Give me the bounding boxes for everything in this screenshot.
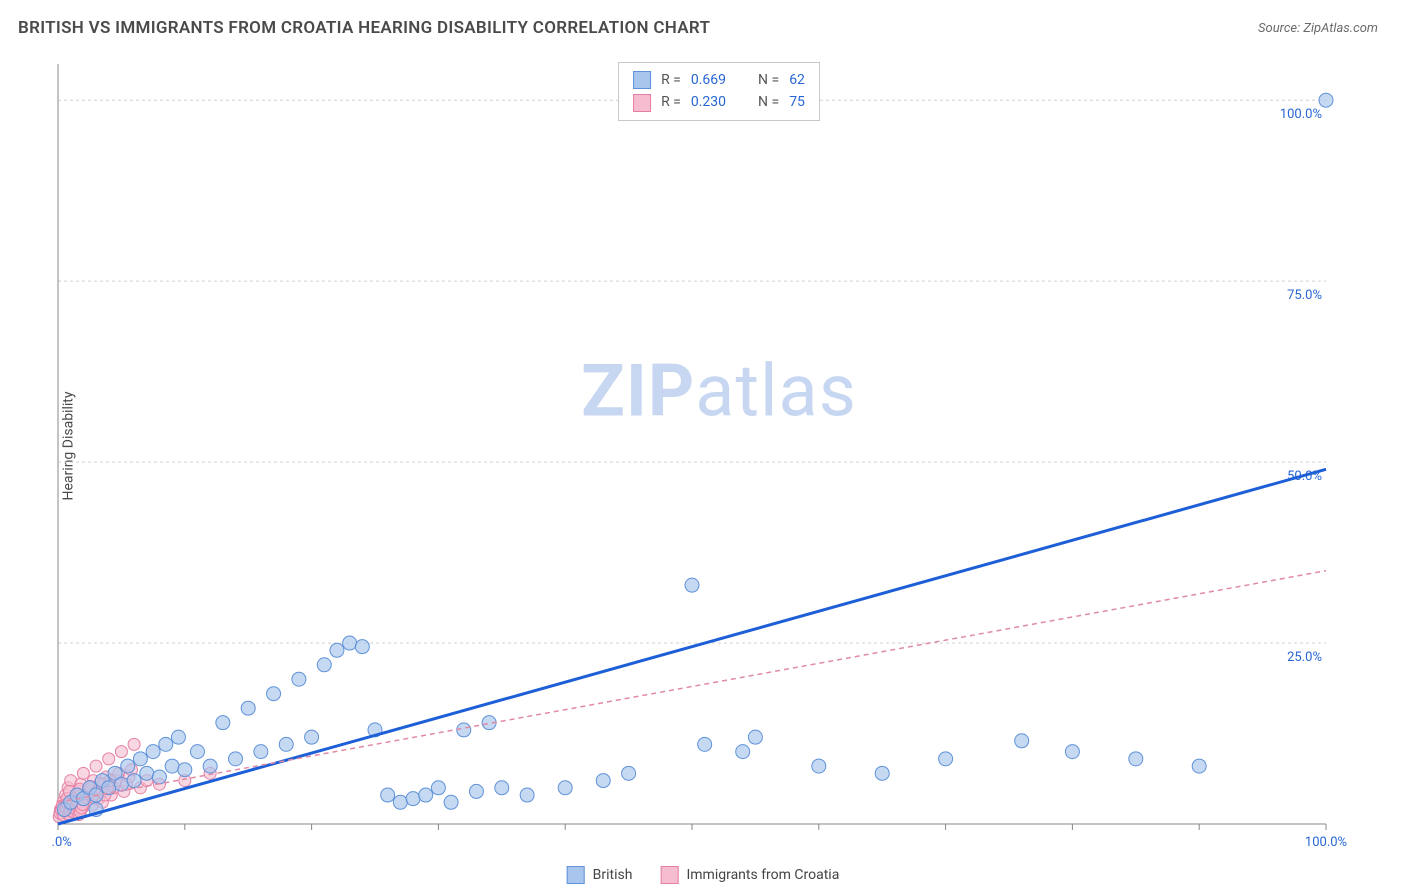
svg-text:75.0%: 75.0% <box>1287 288 1322 303</box>
legend-swatch <box>633 71 651 89</box>
legend-swatch <box>660 866 678 884</box>
header-bar: BRITISH VS IMMIGRANTS FROM CROATIA HEARI… <box>0 0 1406 46</box>
r-label: R = <box>661 91 681 113</box>
legend-series-item: Immigrants from Croatia <box>660 866 839 884</box>
legend-series-label: Immigrants from Croatia <box>686 867 839 883</box>
chart-title: BRITISH VS IMMIGRANTS FROM CROATIA HEARI… <box>18 18 710 38</box>
r-value: 0.669 <box>691 69 726 91</box>
svg-text:100.0%: 100.0% <box>1305 835 1347 850</box>
n-label: N = <box>758 69 779 91</box>
svg-text:25.0%: 25.0% <box>1287 650 1322 665</box>
legend-stats-row: R = 0.230 N = 75 <box>633 91 805 113</box>
legend-series-label: British <box>593 867 633 883</box>
chart-area: 25.0%50.0%75.0%100.0%0.0%100.0% ZIPatlas… <box>52 58 1386 852</box>
legend-series: British Immigrants from Croatia <box>567 866 840 884</box>
source-label: Source: ZipAtlas.com <box>1258 21 1378 36</box>
n-value: 62 <box>789 69 805 91</box>
legend-swatch <box>567 866 585 884</box>
legend-swatch <box>633 94 651 112</box>
n-value: 75 <box>789 91 805 113</box>
legend-stats-box: R = 0.669 N = 62 R = 0.230 N = 75 <box>618 62 820 121</box>
r-value: 0.230 <box>691 91 726 113</box>
svg-text:100.0%: 100.0% <box>1280 107 1322 122</box>
svg-text:0.0%: 0.0% <box>52 835 72 850</box>
scatter-plot-svg: 25.0%50.0%75.0%100.0%0.0%100.0% <box>52 58 1386 852</box>
legend-stats-row: R = 0.669 N = 62 <box>633 69 805 91</box>
r-label: R = <box>661 69 681 91</box>
n-label: N = <box>758 91 779 113</box>
legend-series-item: British <box>567 866 633 884</box>
